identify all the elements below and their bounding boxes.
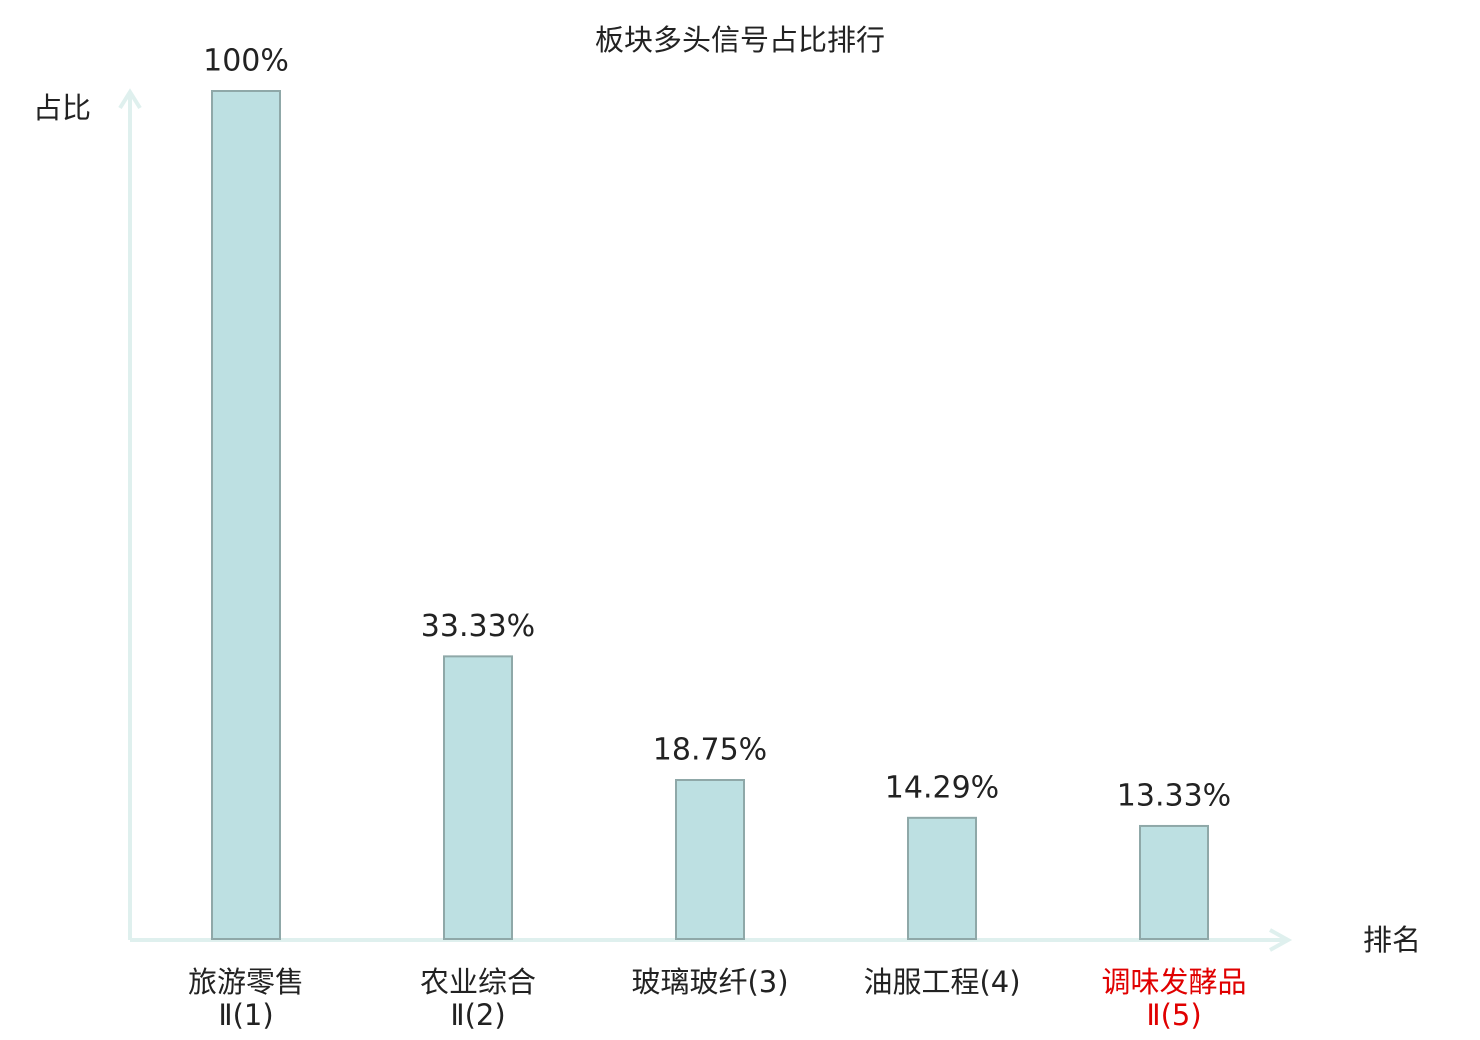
bar	[1139, 824, 1209, 941]
bar	[443, 655, 513, 940]
value-label: 13.33%	[1117, 778, 1231, 813]
x-tick-label: 油服工程(4)	[863, 965, 1021, 999]
y-arrow	[118, 88, 142, 110]
y-axis-label: 占比	[33, 91, 91, 125]
bar	[675, 779, 745, 940]
x-tick-label: 旅游零售Ⅱ(1)	[187, 965, 304, 1032]
x-arrow	[1269, 928, 1293, 952]
x-tick-label: 玻璃玻纤(3)	[631, 965, 789, 999]
bar	[907, 816, 977, 940]
value-label: 100%	[203, 44, 289, 79]
x-tick-label: 调味发酵品Ⅱ(5)	[1101, 965, 1247, 1032]
value-label: 33.33%	[421, 609, 535, 644]
value-label: 14.29%	[885, 770, 999, 805]
bar	[211, 90, 281, 940]
x-axis-label: 排名	[1363, 923, 1421, 957]
value-label: 18.75%	[653, 733, 767, 768]
chart-title: 板块多头信号占比排行	[595, 23, 885, 57]
x-tick-label: 农业综合Ⅱ(2)	[419, 965, 536, 1032]
